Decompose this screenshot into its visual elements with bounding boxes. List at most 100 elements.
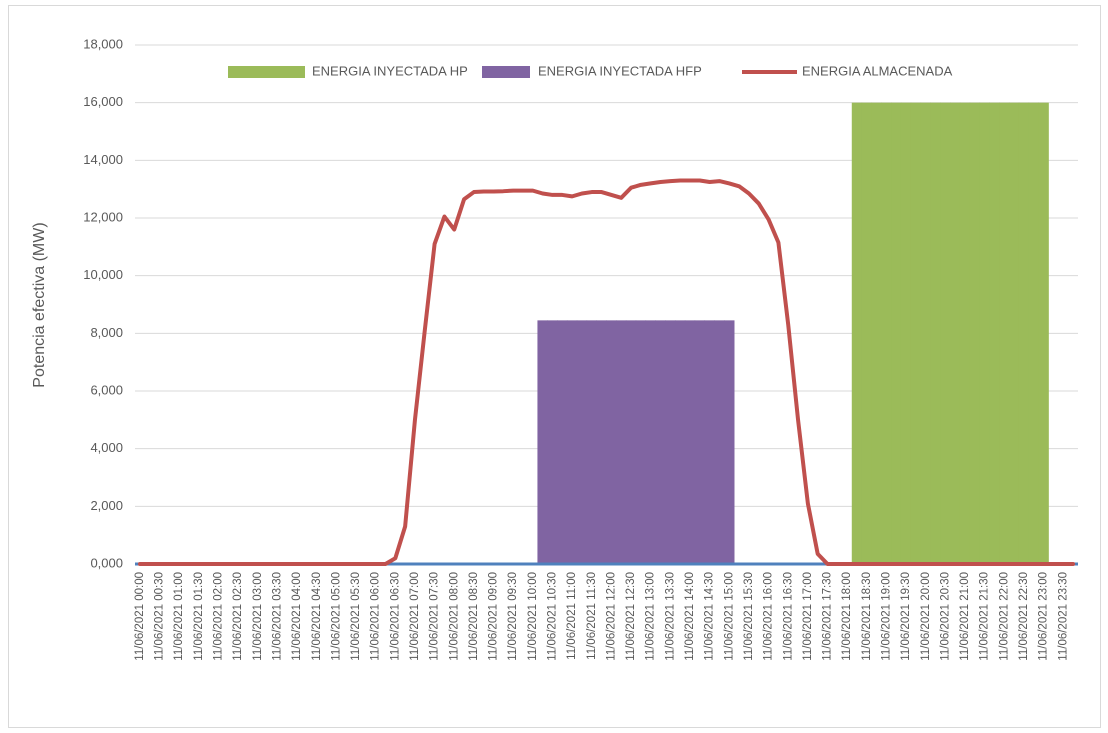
x-tick-label: 11/06/2021 05:30 <box>350 572 362 661</box>
bar <box>596 320 607 564</box>
bar <box>616 320 627 564</box>
bar <box>989 102 1000 565</box>
x-tick-label: 11/06/2021 18:30 <box>861 572 873 661</box>
x-tick-label: 11/06/2021 04:00 <box>291 572 303 661</box>
x-tick-label: 11/06/2021 11:30 <box>586 572 598 660</box>
x-tick-label: 11/06/2021 07:30 <box>429 572 441 661</box>
x-tick-label: 11/06/2021 16:00 <box>763 572 775 661</box>
x-tick-label: 11/06/2021 08:00 <box>448 572 460 661</box>
legend-swatch <box>228 66 305 78</box>
legend-swatch <box>482 66 530 78</box>
bar <box>969 102 981 565</box>
bar <box>999 102 1010 565</box>
x-tick-label: 11/06/2021 12:00 <box>605 572 617 661</box>
x-tick-label: 11/06/2021 05:00 <box>330 572 342 661</box>
bar <box>871 102 882 565</box>
bar <box>920 102 931 565</box>
y-tick-label: 16,000 <box>83 94 123 109</box>
x-tick-label: 11/06/2021 21:00 <box>959 572 971 661</box>
x-tick-label: 11/06/2021 23:30 <box>1057 572 1069 661</box>
x-tick-label: 11/06/2021 21:30 <box>979 572 991 661</box>
y-axis-label: Potencia efectiva (MW) <box>31 222 48 387</box>
x-tick-label: 11/06/2021 06:00 <box>370 572 382 661</box>
x-tick-label: 11/06/2021 16:30 <box>782 572 794 661</box>
bar <box>674 320 686 564</box>
legend-label: ENERGIA INYECTADA HP <box>312 63 468 78</box>
bar <box>606 320 617 564</box>
bar <box>1008 102 1020 565</box>
bar <box>635 320 647 564</box>
y-tick-label: 14,000 <box>83 152 123 167</box>
y-tick-label: 12,000 <box>83 209 123 224</box>
x-tick-label: 11/06/2021 06:30 <box>389 572 401 661</box>
bar <box>586 320 597 564</box>
bar <box>1038 102 1049 565</box>
x-tick-label: 11/06/2021 12:30 <box>625 572 637 661</box>
legend-label: ENERGIA ALMACENADA <box>802 63 953 78</box>
x-tick-label: 11/06/2021 09:00 <box>488 572 500 661</box>
bar <box>881 102 892 565</box>
x-tick-label: 11/06/2021 19:00 <box>880 572 892 661</box>
x-tick-label: 11/06/2021 22:00 <box>998 572 1010 661</box>
bar <box>950 102 961 565</box>
x-tick-label: 11/06/2021 01:00 <box>173 572 185 661</box>
x-tick-label: 11/06/2021 13:00 <box>645 572 657 661</box>
x-tick-label: 11/06/2021 18:00 <box>841 572 853 661</box>
bar <box>910 102 922 565</box>
bar <box>900 102 912 565</box>
x-tick-label: 11/06/2021 00:00 <box>134 572 146 661</box>
x-tick-label: 11/06/2021 02:00 <box>213 572 225 661</box>
x-tick-label: 11/06/2021 08:30 <box>468 572 480 661</box>
bar <box>655 320 666 564</box>
x-tick-label: 11/06/2021 23:00 <box>1038 572 1050 661</box>
bar <box>851 102 863 565</box>
x-tick-label: 11/06/2021 04:30 <box>311 572 323 661</box>
x-tick-label: 11/06/2021 11:00 <box>566 572 578 660</box>
bar <box>566 320 578 564</box>
y-tick-label: 18,000 <box>83 36 123 51</box>
y-tick-label: 4,000 <box>90 440 123 455</box>
bar <box>645 320 656 564</box>
y-tick-label: 10,000 <box>83 267 123 282</box>
x-tick-label: 11/06/2021 01:30 <box>193 572 205 661</box>
bar <box>1018 102 1030 565</box>
bar <box>704 320 715 564</box>
x-tick-label: 11/06/2021 20:00 <box>920 572 932 661</box>
bar <box>547 320 558 564</box>
x-tick-label: 11/06/2021 03:00 <box>252 572 264 661</box>
x-tick-label: 11/06/2021 02:30 <box>232 572 244 661</box>
x-tick-label: 11/06/2021 13:30 <box>664 572 676 661</box>
x-tick-label: 11/06/2021 07:00 <box>409 572 421 661</box>
x-tick-label: 11/06/2021 00:30 <box>154 572 166 661</box>
x-tick-label: 11/06/2021 10:00 <box>527 572 539 661</box>
bar <box>979 102 990 565</box>
x-tick-label: 11/06/2021 15:00 <box>723 572 735 661</box>
line <box>137 178 1076 566</box>
bar <box>714 320 725 564</box>
bar <box>1028 102 1040 565</box>
y-tick-label: 6,000 <box>90 382 123 397</box>
bar <box>724 320 735 564</box>
bar <box>959 102 971 565</box>
y-tick-label: 8,000 <box>90 325 123 340</box>
x-tick-label: 11/06/2021 15:30 <box>743 572 755 661</box>
bar <box>576 320 588 564</box>
x-tick-label: 11/06/2021 20:30 <box>939 572 951 661</box>
bar <box>665 320 676 564</box>
y-tick-label: 2,000 <box>90 498 123 513</box>
x-tick-label: 11/06/2021 17:30 <box>822 572 834 661</box>
x-tick-label: 11/06/2021 14:30 <box>704 572 716 661</box>
bar <box>891 102 902 565</box>
y-tick-label: 0,000 <box>90 555 123 570</box>
bar <box>537 320 548 564</box>
bar <box>861 102 873 565</box>
x-tick-label: 11/06/2021 09:30 <box>507 572 519 661</box>
x-tick-label: 11/06/2021 03:30 <box>271 572 283 661</box>
legend-label: ENERGIA INYECTADA HFP <box>538 63 702 78</box>
x-tick-label: 11/06/2021 19:30 <box>900 572 912 661</box>
bar <box>940 102 951 565</box>
bar <box>930 102 941 565</box>
bar <box>625 320 637 564</box>
x-tick-label: 11/06/2021 14:00 <box>684 572 696 661</box>
